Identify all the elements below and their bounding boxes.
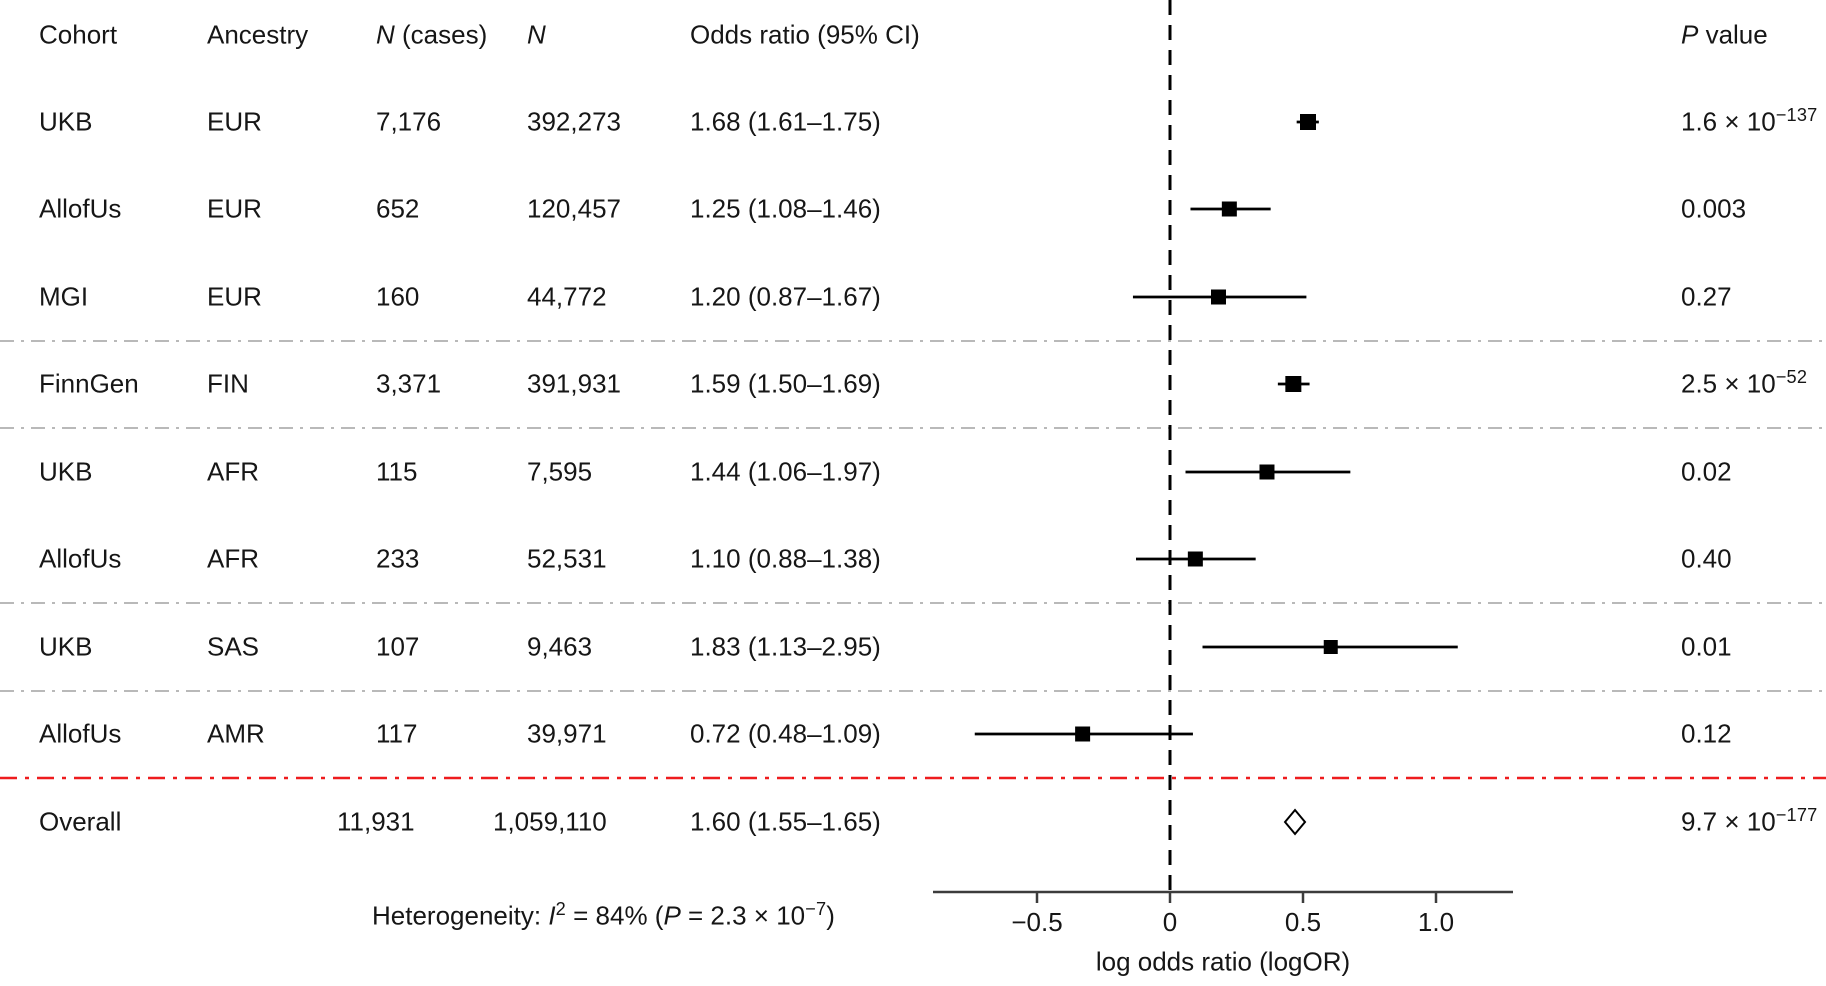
odds-ratio-cell: 1.20 (0.87–1.67): [690, 281, 881, 312]
cohort-cell: UKB: [39, 456, 93, 487]
p-value-cell: 2.5 × 10−52: [1681, 366, 1808, 399]
ancestry-cell: AFR: [207, 543, 259, 574]
cohort-cell: FinnGen: [39, 368, 139, 399]
p-value-cell: 0.40: [1681, 543, 1732, 574]
odds-ratio-cell: 0.72 (0.48–1.09): [690, 718, 881, 749]
x-axis-title: log odds ratio (logOR): [1095, 946, 1351, 977]
odds-ratio-cell: 1.83 (1.13–2.95): [690, 631, 881, 662]
heterogeneity-note: Heterogeneity: I2 = 84% (P = 2.3 × 10−7): [372, 898, 835, 931]
header-n: N: [527, 19, 546, 50]
header-cohort: Cohort: [39, 19, 118, 50]
cohort-cell: Overall: [39, 806, 122, 837]
n-cases-cell: 3,371: [376, 368, 442, 399]
cohort-cell: UKB: [39, 106, 93, 137]
weight-square: [1075, 726, 1091, 742]
cohort-cell: AllofUs: [39, 718, 122, 749]
ancestry-cell: AMR: [207, 718, 265, 749]
n-total-cell: 39,971: [527, 718, 607, 749]
ancestry-cell: AFR: [207, 456, 259, 487]
n-cases-cell: 233: [376, 543, 420, 574]
p-value-cell: 0.003: [1681, 193, 1747, 224]
ancestry-cell: FIN: [207, 368, 249, 399]
n-cases-cell: 7,176: [376, 106, 442, 137]
odds-ratio-cell: 1.10 (0.88–1.38): [690, 543, 881, 574]
n-total-cell: 9,463: [527, 631, 593, 662]
weight-square: [1221, 201, 1237, 217]
axis-tick-label: −0.5: [1011, 907, 1062, 937]
axis-tick-label: 1.0: [1418, 907, 1454, 937]
ancestry-cell: EUR: [207, 193, 262, 224]
cohort-cell: AllofUs: [39, 193, 122, 224]
weight-square: [1210, 289, 1226, 305]
n-total-cell: 392,273: [527, 106, 621, 137]
p-value-cell: 9.7 × 10−177: [1681, 804, 1818, 837]
overall-diamond: [1283, 808, 1307, 836]
n-total-cell: 391,931: [527, 368, 621, 399]
n-cases-cell: 160: [376, 281, 420, 312]
weight-square: [1285, 376, 1302, 392]
odds-ratio-cell: 1.25 (1.08–1.46): [690, 193, 881, 224]
axis-tick-label: 0: [1163, 907, 1177, 937]
header-odds-ratio: Odds ratio (95% CI): [690, 19, 920, 50]
n-total-cell: 52,531: [527, 543, 607, 574]
p-value-cell: 0.12: [1681, 718, 1732, 749]
p-value-cell: 1.6 × 10−137: [1681, 104, 1818, 137]
header-p-value: P value: [1681, 19, 1768, 50]
odds-ratio-cell: 1.60 (1.55–1.65): [690, 806, 881, 837]
odds-ratio-cell: 1.68 (1.61–1.75): [690, 106, 881, 137]
ancestry-cell: EUR: [207, 281, 262, 312]
header-ancestry: Ancestry: [207, 19, 309, 50]
odds-ratio-cell: 1.59 (1.50–1.69): [690, 368, 881, 399]
cohort-cell: AllofUs: [39, 543, 122, 574]
axis-tick-label: 0.5: [1285, 907, 1321, 937]
n-cases-cell: 11,931: [337, 806, 415, 837]
n-cases-cell: 115: [376, 456, 418, 487]
cohort-cell: MGI: [39, 281, 89, 312]
p-value-cell: 0.01: [1681, 631, 1732, 662]
n-total-cell: 1,059,110: [493, 806, 607, 837]
ancestry-cell: EUR: [207, 106, 262, 137]
header-n-cases: N (cases): [376, 19, 488, 50]
p-value-cell: 0.27: [1681, 281, 1732, 312]
cohort-cell: UKB: [39, 631, 93, 662]
n-total-cell: 7,595: [527, 456, 593, 487]
n-cases-cell: 107: [376, 631, 420, 662]
ancestry-cell: SAS: [207, 631, 260, 662]
weight-square: [1323, 640, 1338, 654]
weight-square: [1300, 114, 1317, 130]
odds-ratio-cell: 1.44 (1.06–1.97): [690, 456, 881, 487]
n-cases-cell: 117: [376, 718, 418, 749]
p-value-cell: 0.02: [1681, 456, 1732, 487]
n-total-cell: 120,457: [527, 193, 621, 224]
n-cases-cell: 652: [376, 193, 420, 224]
weight-square: [1187, 551, 1203, 567]
n-total-cell: 44,772: [527, 281, 607, 312]
weight-square: [1259, 464, 1275, 480]
